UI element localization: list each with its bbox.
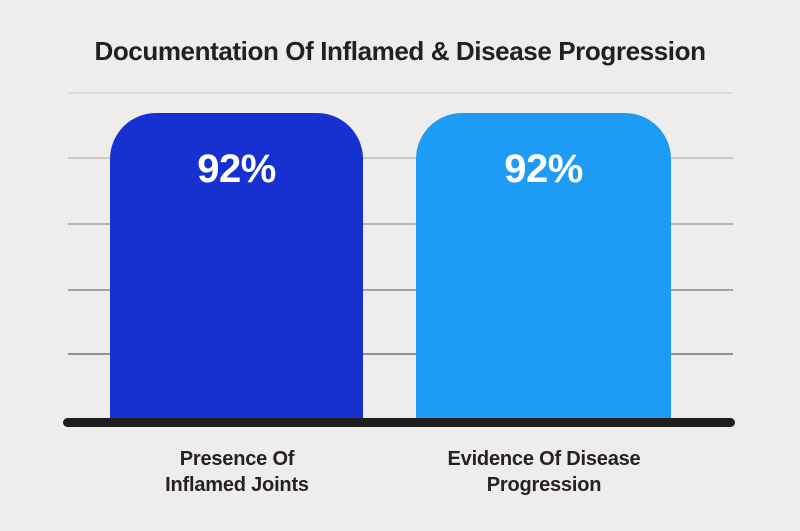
- bar-evidence-of-disease-progression: 92%: [416, 113, 671, 419]
- gridline: [68, 92, 733, 94]
- category-label-line: Presence Of: [179, 448, 295, 470]
- category-label-evidence-of-disease-progression: Evidence Of Disease Progression: [374, 446, 714, 498]
- bar-value-label: 92%: [504, 147, 583, 191]
- gridline: [68, 223, 733, 225]
- gridline: [68, 353, 733, 355]
- bar-value-label: 92%: [197, 147, 276, 191]
- x-axis-line: [63, 418, 735, 427]
- category-label-line: Progression: [486, 474, 602, 496]
- category-label-line: Inflamed Joints: [165, 474, 309, 496]
- chart-title: Documentation Of Inflamed & Disease Prog…: [94, 36, 706, 66]
- gridline: [68, 157, 733, 159]
- category-label-line: Evidence Of Disease: [447, 448, 641, 470]
- gridline: [68, 289, 733, 291]
- bar-presence-of-inflamed-joints: 92%: [110, 113, 363, 419]
- category-label-presence-of-inflamed-joints: Presence Of Inflamed Joints: [67, 446, 407, 498]
